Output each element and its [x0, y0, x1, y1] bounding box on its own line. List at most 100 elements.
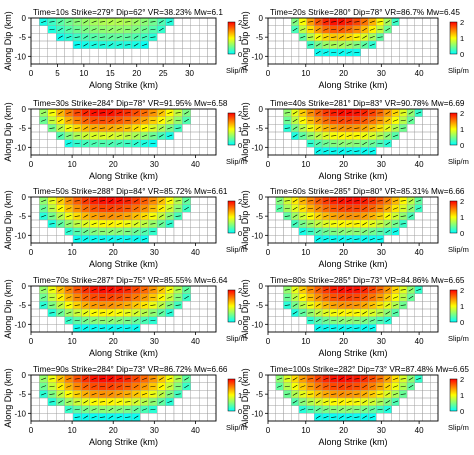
- rake-arrow: [331, 296, 337, 299]
- slip-cell: [148, 40, 158, 49]
- x-axis-label: Along Strike (km): [89, 259, 158, 269]
- slip-cell: [81, 56, 91, 65]
- rake-arrow: [49, 200, 55, 202]
- slip-cell: [414, 227, 423, 236]
- rake-arrow: [99, 215, 106, 217]
- slip-cell: [56, 316, 65, 325]
- rake-arrow: [385, 199, 391, 203]
- rake-arrow: [369, 207, 375, 210]
- slip-cell: [199, 219, 208, 228]
- x-tick-label: 10: [301, 160, 310, 169]
- slip-cell: [207, 124, 217, 133]
- slip-cell: [39, 316, 48, 325]
- slip-cell: [190, 212, 200, 221]
- rake-arrow: [292, 392, 298, 396]
- rake-arrow: [74, 215, 80, 217]
- slip-cell: [182, 413, 191, 422]
- slip-cell: [267, 147, 276, 156]
- rake-arrow: [377, 207, 383, 210]
- slip-cell: [207, 17, 217, 26]
- slip-cell: [56, 235, 65, 244]
- rake-arrow: [175, 119, 181, 122]
- slip-cell: [30, 293, 40, 302]
- rake-arrow: [74, 304, 80, 306]
- slip-cell: [275, 285, 284, 294]
- rake-arrow: [369, 408, 375, 411]
- rake-arrow: [369, 377, 375, 381]
- slip-cell: [430, 212, 439, 221]
- slip-cell: [165, 56, 175, 65]
- rake-arrows: [277, 377, 422, 419]
- rake-arrow: [58, 222, 63, 226]
- slip-cell: [399, 139, 408, 148]
- slip-cell: [430, 235, 439, 244]
- rake-arrow: [66, 35, 72, 39]
- rake-arrow: [385, 214, 391, 218]
- slip-cell: [414, 147, 423, 156]
- rake-arrow: [175, 200, 181, 202]
- rake-arrow: [408, 288, 414, 292]
- rake-arrow: [362, 199, 367, 203]
- rake-arrow: [108, 326, 114, 330]
- rake-arrow: [175, 127, 181, 129]
- slip-cell: [47, 147, 57, 156]
- rake-arrow: [346, 28, 352, 31]
- rake-arrow: [133, 141, 139, 146]
- rake-arrow: [277, 385, 283, 388]
- slip-cell: [406, 235, 415, 244]
- slip-cell: [165, 25, 175, 34]
- slip-cell: [156, 139, 166, 148]
- rake-arrow: [133, 295, 139, 300]
- rake-arrow: [362, 35, 367, 39]
- slip-cell: [123, 56, 133, 65]
- rake-arrow: [83, 392, 89, 396]
- rake-arrow: [277, 199, 283, 203]
- y-tick-label: -10: [14, 143, 26, 152]
- rake-arrow: [284, 304, 290, 306]
- slip-cell: [207, 116, 217, 125]
- slip-cell: [267, 17, 276, 26]
- slip-cell: [39, 219, 48, 228]
- rake-arrow: [377, 289, 383, 291]
- rake-arrow: [354, 21, 360, 23]
- colorbar-tick-label: 1: [460, 391, 464, 400]
- y-tick-label: 0: [259, 282, 264, 291]
- rake-arrow: [108, 303, 114, 307]
- rake-arrow: [108, 400, 114, 404]
- rake-arrow: [331, 416, 337, 418]
- rake-arrow: [133, 43, 139, 47]
- slip-cell: [72, 147, 82, 156]
- slip-cell: [399, 324, 408, 333]
- rake-arrow: [339, 126, 344, 130]
- slip-cell: [414, 219, 423, 228]
- rake-arrow: [392, 126, 399, 130]
- slip-cell: [156, 324, 166, 333]
- rake-arrow: [400, 378, 406, 380]
- rake-arrow: [74, 289, 80, 291]
- rake-arrow: [400, 385, 406, 388]
- rake-arrow: [74, 44, 80, 46]
- slip-cell: [190, 293, 200, 302]
- rake-arrow: [292, 20, 298, 24]
- rake-arrow: [116, 199, 122, 203]
- rake-arrow: [392, 311, 399, 315]
- rake-arrow: [377, 319, 383, 322]
- slip-cell: [173, 316, 183, 325]
- slip-cell: [114, 48, 124, 57]
- rake-arrow: [41, 20, 47, 24]
- rake-arrow: [66, 303, 72, 307]
- slip-cell: [267, 33, 276, 42]
- slip-cell: [30, 108, 40, 117]
- x-axis-label: Along Strike (km): [89, 80, 158, 90]
- rake-arrow: [116, 400, 122, 404]
- colorbar: [227, 112, 236, 146]
- slip-cell: [190, 308, 200, 317]
- rake-arrow: [133, 288, 139, 292]
- x-tick-label: 0: [266, 248, 271, 257]
- slip-cell: [275, 212, 284, 221]
- y-tick-label: 0: [22, 371, 27, 380]
- rake-arrow: [354, 223, 360, 225]
- rake-arrow: [307, 304, 314, 306]
- rake-arrow: [91, 111, 97, 115]
- rake-arrow: [323, 28, 329, 31]
